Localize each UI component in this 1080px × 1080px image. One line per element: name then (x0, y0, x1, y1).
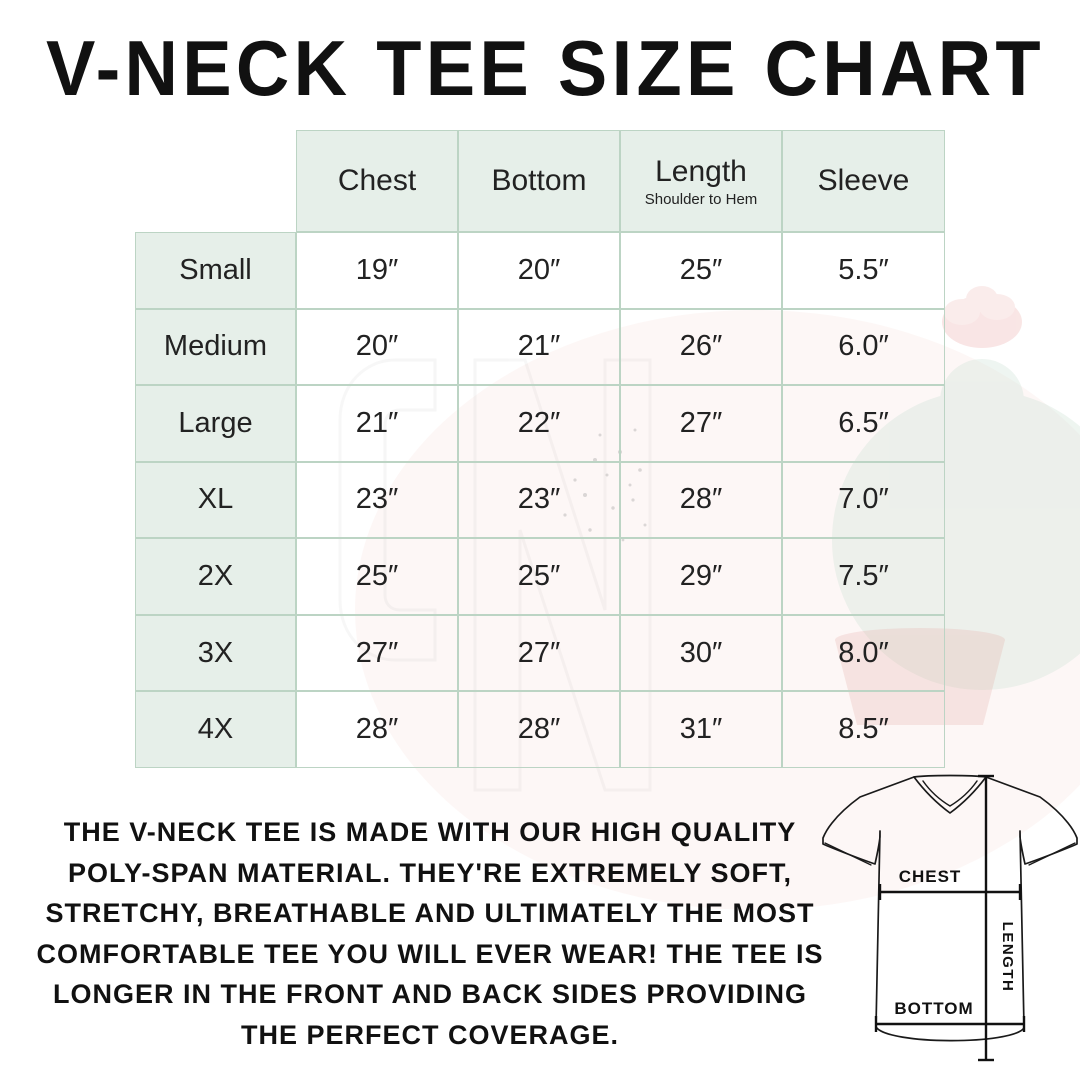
svg-text:LENGTH: LENGTH (999, 922, 1016, 993)
svg-text:BOTTOM: BOTTOM (894, 999, 973, 1018)
svg-text:CHEST: CHEST (899, 867, 962, 886)
